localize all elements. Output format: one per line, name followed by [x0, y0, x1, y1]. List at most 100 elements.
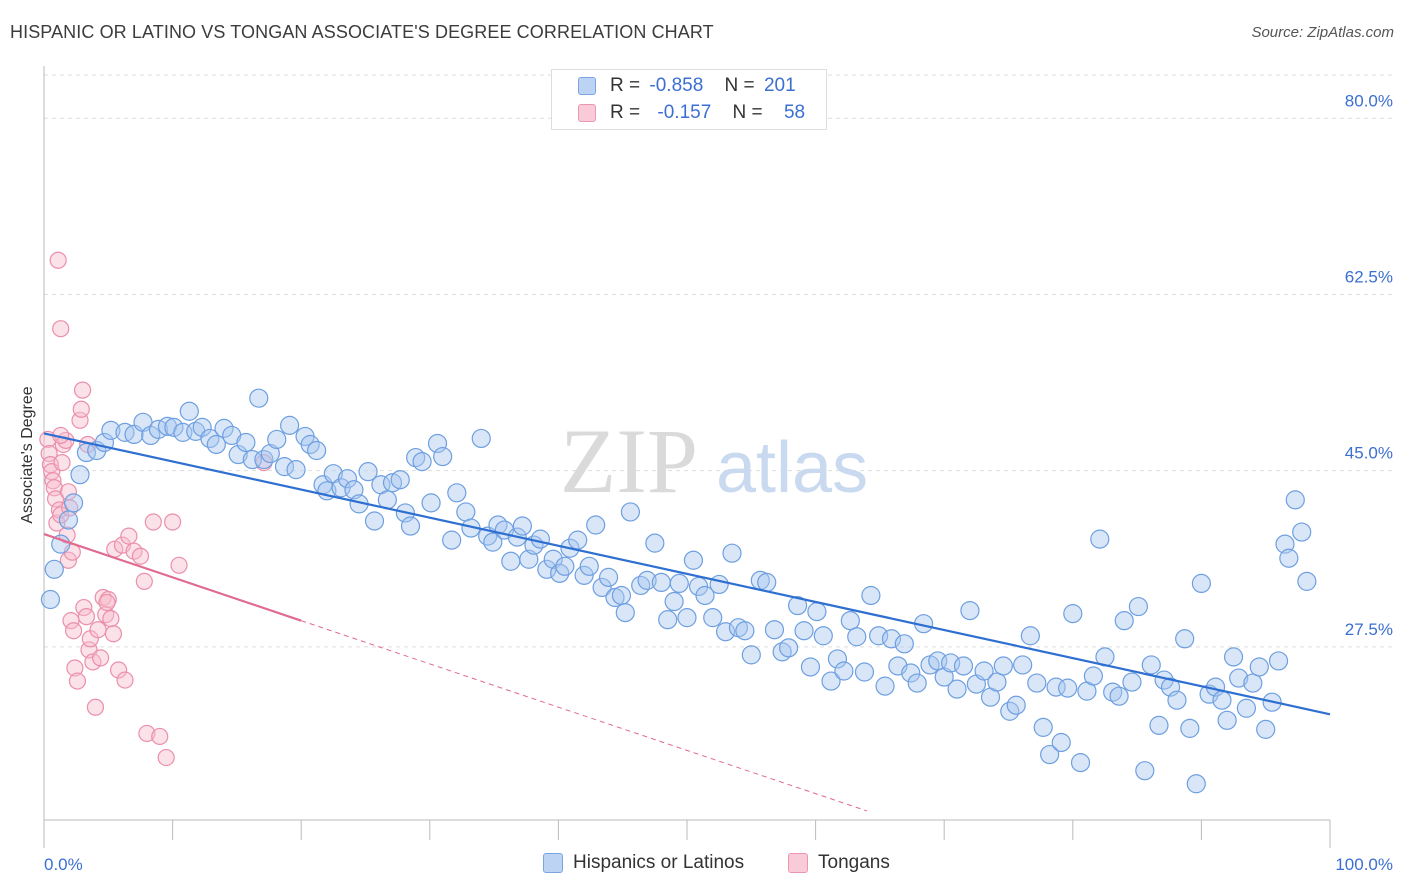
data-point-hispanics: [456, 502, 476, 522]
data-point-hispanics: [907, 673, 927, 693]
data-point-hispanics: [1268, 651, 1289, 671]
data-point-hispanics: [1217, 710, 1237, 730]
r-value: -0.858: [649, 75, 704, 96]
data-point-tongans: [98, 593, 116, 612]
data-point-hispanics: [664, 591, 684, 612]
data-point-tongans: [48, 514, 66, 532]
data-point-hispanics: [358, 462, 378, 482]
data-point-hispanics: [412, 451, 432, 472]
legend-swatch-blue: [543, 853, 563, 873]
data-point-hispanics: [1229, 668, 1249, 688]
data-point-hispanics: [1236, 698, 1257, 718]
data-point-hispanics: [834, 661, 854, 681]
data-point-hispanics: [141, 425, 161, 446]
data-point-hispanics: [555, 556, 575, 576]
data-point-tongans: [53, 454, 71, 472]
data-point-hispanics: [364, 511, 385, 531]
n-label: N =: [732, 102, 763, 123]
legend-swatch-pink: [578, 104, 596, 122]
data-point-hispanics: [382, 473, 403, 493]
data-point-hispanics: [800, 657, 821, 677]
data-point-hispanics: [390, 470, 410, 490]
n-label: N =: [724, 75, 755, 96]
data-point-hispanics: [249, 388, 269, 408]
data-point-hispanics: [447, 483, 467, 503]
data-point-hispanics: [953, 656, 974, 676]
data-point-tongans: [66, 659, 84, 677]
legend-swatch-blue: [578, 77, 596, 95]
data-point-hispanics: [400, 516, 421, 536]
y-axis-label: Associate's Degree: [19, 386, 36, 524]
data-point-hispanics: [637, 570, 657, 590]
data-point-hispanics: [579, 556, 599, 576]
data-point-hispanics: [651, 572, 671, 593]
data-point-tongans: [131, 547, 150, 565]
data-point-hispanics: [58, 510, 79, 530]
data-point-hispanics: [1292, 522, 1312, 542]
data-point-hispanics: [192, 417, 212, 437]
data-point-hispanics: [501, 551, 521, 571]
data-point-tongans: [109, 661, 128, 679]
data-point-hispanics: [1027, 673, 1047, 693]
data-point-hispanics: [669, 573, 689, 594]
data-point-hispanics: [1249, 657, 1269, 677]
data-point-tongans: [91, 649, 110, 667]
tick-labels: 27.5% 45.0% 62.5% 80.0% 0.0% 100.0%: [44, 91, 1393, 874]
data-point-hispanics: [1149, 715, 1169, 735]
data-point-hispanics: [40, 589, 61, 610]
data-point-hispanics: [592, 577, 612, 598]
data-point-hispanics: [1256, 719, 1276, 739]
watermark-atlas: atlas: [716, 428, 868, 508]
n-value: 201: [763, 75, 796, 96]
data-point-hispanics: [1090, 529, 1110, 549]
data-point-tongans: [49, 251, 67, 269]
data-point-hispanics: [677, 608, 697, 628]
data-point-hispanics: [1212, 690, 1232, 710]
data-point-hispanics: [1058, 678, 1078, 698]
data-point-hispanics: [70, 465, 90, 485]
data-point-hispanics: [1013, 655, 1033, 675]
data-point-hispanics: [821, 671, 841, 691]
data-point-hispanics: [807, 602, 827, 622]
data-point-hispanics: [1297, 571, 1317, 591]
data-point-hispanics: [1109, 686, 1129, 706]
data-point-hispanics: [881, 629, 902, 649]
x-tick-label: 0.0%: [44, 855, 83, 874]
data-point-tongans: [86, 698, 105, 716]
data-point-hispanics: [901, 663, 921, 683]
data-point-hispanics: [1180, 718, 1200, 738]
data-point-hispanics: [236, 432, 256, 453]
data-point-hispanics: [568, 530, 588, 550]
data-point-hispanics: [51, 534, 71, 554]
trend-lines: [43, 432, 1331, 812]
data-point-hispanics: [101, 420, 121, 440]
data-point-hispanics: [861, 585, 881, 606]
data-point-hispanics: [993, 656, 1013, 676]
r-value: -0.157: [657, 102, 712, 123]
data-point-tongans: [116, 671, 134, 689]
data-point-hispanics: [1275, 534, 1295, 554]
data-point-hispanics: [611, 585, 632, 606]
data-point-hispanics: [471, 428, 491, 449]
data-point-hispanics: [683, 550, 704, 570]
y-tick-label: 80.0%: [1345, 91, 1393, 110]
data-point-hispanics: [778, 638, 799, 658]
data-point-hispanics: [179, 401, 199, 421]
data-point-hispanics: [787, 595, 808, 616]
data-point-hispanics: [1020, 626, 1040, 646]
data-point-hispanics: [1191, 573, 1212, 594]
data-point-hispanics: [960, 600, 980, 621]
series-legend: Hispanics or Latinos Tongans: [0, 850, 1406, 880]
y-tick-label: 62.5%: [1345, 267, 1393, 286]
data-point-hispanics: [1223, 647, 1244, 667]
data-point-hispanics: [1070, 753, 1091, 773]
data-point-tongans: [151, 727, 169, 746]
data-point-hispanics: [934, 667, 954, 687]
data-point-tongans: [120, 527, 138, 545]
data-point-hispanics: [280, 415, 300, 435]
data-point-hispanics: [574, 565, 594, 585]
source-label: Source: ZipAtlas.com: [1251, 24, 1394, 41]
data-point-hispanics: [1122, 672, 1142, 692]
data-point-tongans: [77, 608, 96, 626]
data-point-hispanics: [260, 443, 280, 464]
